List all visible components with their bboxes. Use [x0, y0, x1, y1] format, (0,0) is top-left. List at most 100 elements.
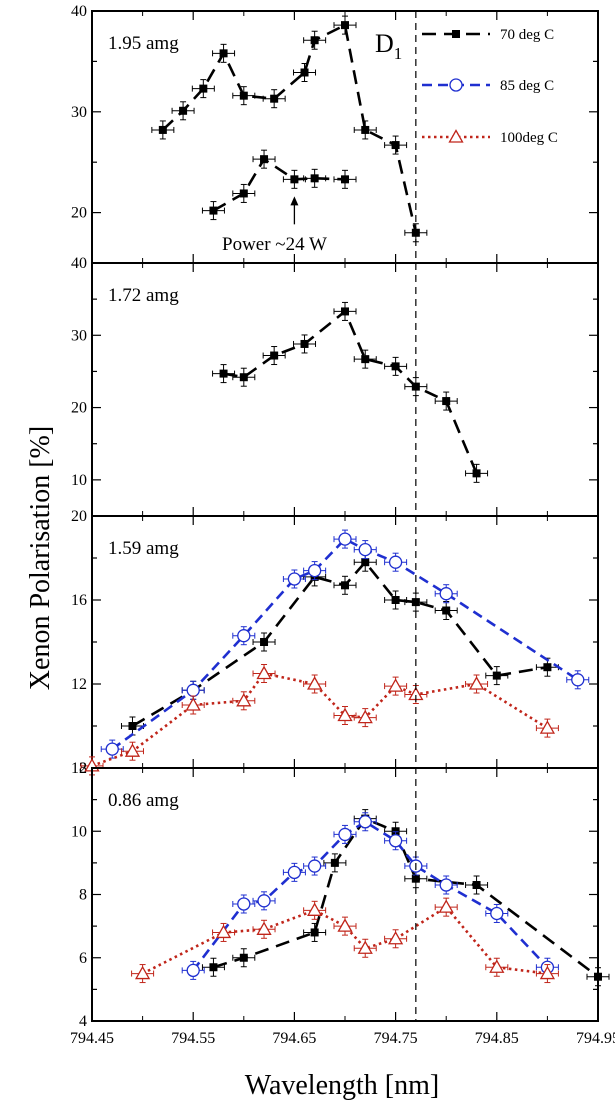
data-point [341, 175, 349, 184]
y-tick-label: 20 [71, 508, 87, 525]
data-point [287, 572, 302, 586]
legend-marker [452, 30, 460, 38]
x-tick-label: 794.85 [475, 1030, 519, 1047]
x-tick-label: 794.95 [576, 1030, 615, 1047]
data-point [387, 678, 404, 692]
data-point [337, 918, 353, 932]
data-point [239, 373, 248, 382]
data-point [357, 709, 373, 724]
data-point [391, 141, 400, 150]
data-point [337, 707, 353, 722]
data-point [219, 369, 228, 378]
data-point [571, 673, 585, 687]
series-1 [181, 812, 559, 980]
legend-label: 100deg C [500, 130, 558, 146]
panel-label: 1.95 amg [108, 33, 179, 54]
data-point [358, 815, 372, 829]
data-point [237, 897, 251, 911]
series-0 [212, 301, 489, 483]
data-point [489, 959, 505, 973]
series-line [142, 905, 548, 975]
legend-entry-2: 100deg C [422, 129, 558, 146]
data-point [270, 351, 279, 360]
series-2 [131, 897, 559, 984]
y-tick-label: 20 [71, 400, 87, 417]
data-point [338, 532, 352, 546]
series-1 [201, 149, 357, 221]
data-point [539, 965, 556, 980]
data-point [442, 397, 451, 406]
y-tick-label: 10 [71, 823, 87, 840]
data-point [300, 68, 309, 77]
data-point [310, 36, 319, 45]
data-point [391, 596, 400, 604]
x-tick-label: 794.55 [171, 1030, 215, 1047]
series-line [111, 537, 579, 751]
data-point [237, 629, 251, 643]
legend: 70 deg C 85 deg C 100deg C [422, 27, 558, 146]
data-point [300, 339, 309, 348]
series-line [223, 309, 478, 474]
data-point [310, 174, 319, 183]
data-point [594, 972, 602, 981]
data-point [239, 91, 248, 100]
data-point [185, 697, 201, 711]
data-point [442, 606, 451, 615]
data-point [307, 902, 323, 916]
data-point [338, 827, 352, 842]
y-tick-label: 16 [71, 592, 87, 609]
panel-3: 4 6 8 10 12 0.86 amg [71, 760, 610, 1030]
y-tick-label: 12 [71, 676, 87, 693]
y-tick-label: 40 [71, 3, 87, 20]
y-tick-label: 30 [71, 327, 87, 344]
data-point [186, 963, 200, 978]
data-point [239, 189, 248, 198]
data-point [287, 865, 302, 880]
data-point [256, 665, 272, 680]
data-point [307, 563, 322, 578]
y-axis-title: Xenon Polarisation [%] [25, 426, 56, 690]
data-point [260, 638, 269, 646]
data-point [260, 155, 269, 164]
y-tick-label: 6 [79, 950, 87, 967]
data-point [341, 21, 349, 30]
data-point [361, 558, 370, 567]
data-point [472, 469, 481, 478]
data-point [391, 362, 400, 371]
series-line [131, 560, 548, 728]
data-point [358, 542, 372, 557]
y-tick-label: 10 [71, 472, 87, 489]
data-point [388, 555, 403, 569]
data-point [539, 720, 556, 734]
data-point [387, 930, 404, 945]
series-1 [100, 529, 590, 759]
data-point [290, 175, 299, 184]
data-point [134, 965, 151, 980]
panel-label: 0.86 amg [108, 790, 179, 811]
data-point [158, 125, 167, 134]
legend-marker [448, 129, 464, 143]
annotation-text: Power ~24 W [222, 234, 327, 255]
data-point [128, 722, 137, 730]
data-point [215, 924, 232, 939]
data-point [209, 206, 218, 215]
y-tick-label: 12 [71, 760, 87, 777]
panel-1: 10 20 30 40 1.72 amg [71, 255, 599, 517]
panel-0: 20 30 40 1.95 amg [71, 3, 599, 264]
data-point [468, 676, 485, 690]
y-tick-label: 20 [71, 205, 87, 222]
y-tick-label: 40 [71, 255, 87, 272]
data-point [307, 859, 322, 873]
data-point [105, 742, 119, 756]
data-point [361, 355, 370, 364]
data-point [492, 671, 501, 680]
panel-label: 1.59 amg [108, 538, 179, 559]
data-point [307, 676, 323, 690]
data-point [186, 683, 200, 697]
legend-entry-0: 70 deg C [422, 27, 554, 43]
series-line [212, 157, 346, 212]
x-tick-labels: 794.45 794.55 794.65 794.75 794.85 794.95 [70, 1030, 615, 1047]
